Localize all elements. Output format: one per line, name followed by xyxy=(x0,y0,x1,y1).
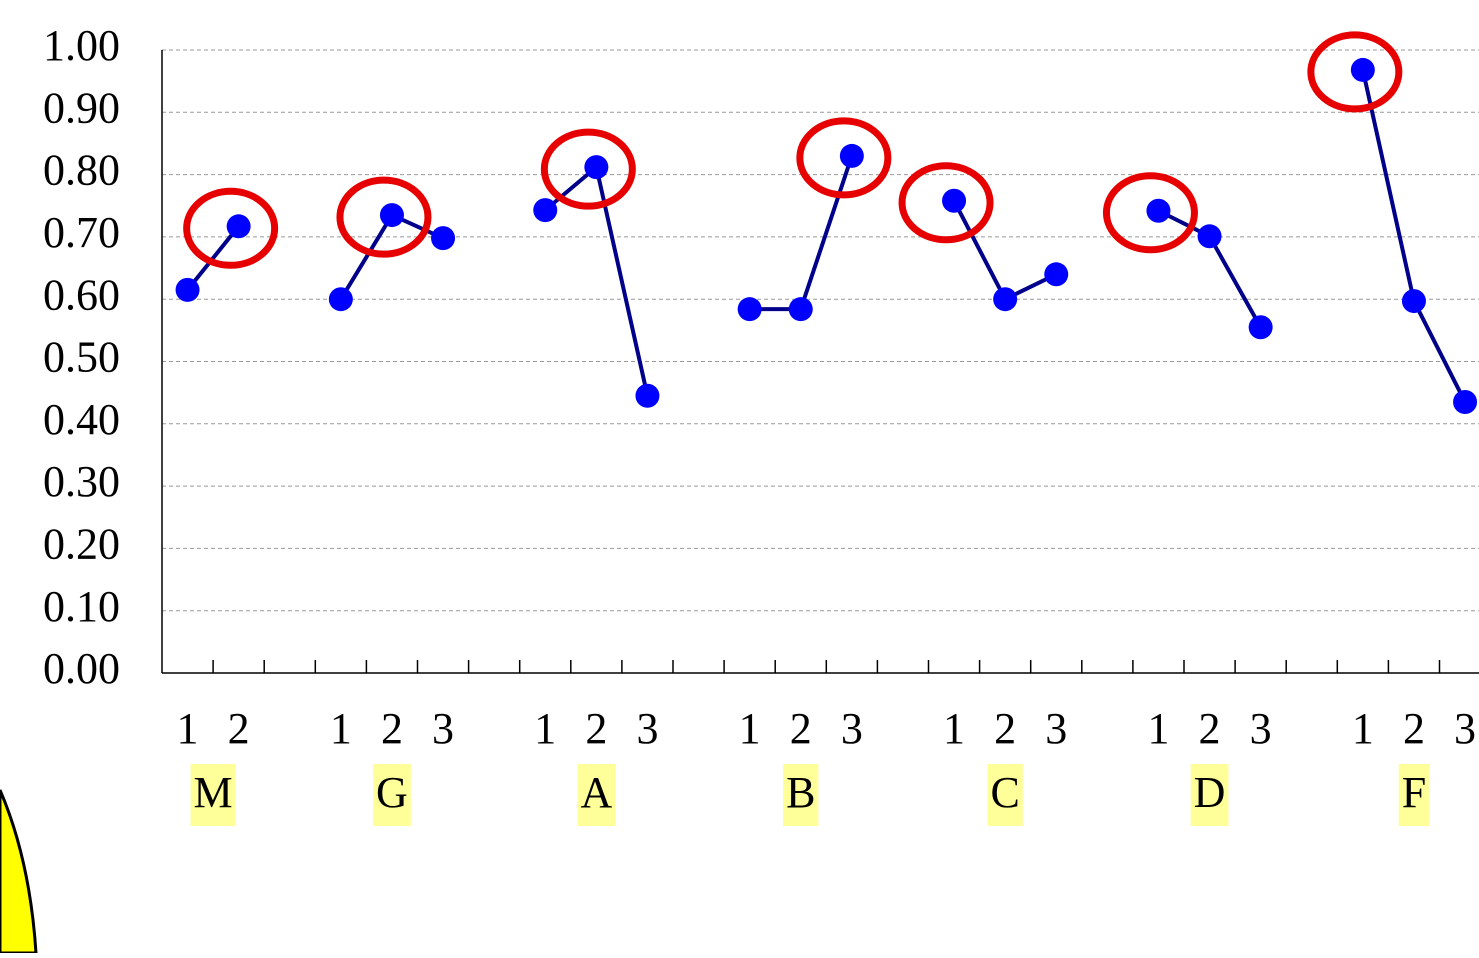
group-label: C xyxy=(990,768,1019,817)
point xyxy=(329,287,353,311)
level-label: 1 xyxy=(1352,704,1374,753)
level-label: 3 xyxy=(636,704,658,753)
level-label: 2 xyxy=(1403,704,1425,753)
point xyxy=(1402,289,1426,313)
point xyxy=(1146,199,1170,223)
point xyxy=(993,287,1017,311)
point xyxy=(1249,315,1273,339)
group-label: F xyxy=(1402,768,1426,817)
chart: 0.00 0.10 0.20 0.30 0.40 0.50 0.60 0.70 0.80 0.90… xyxy=(0,0,1479,953)
y-tick-label: 0.10 xyxy=(43,582,120,631)
level-label: 3 xyxy=(841,704,863,753)
point xyxy=(738,297,762,321)
level-label: 1 xyxy=(943,704,965,753)
y-tick-label: 0.00 xyxy=(43,644,120,693)
y-tick-label: 0.40 xyxy=(43,395,120,444)
group-label: D xyxy=(1194,768,1226,817)
point xyxy=(635,384,659,408)
point xyxy=(789,297,813,321)
level-label: 3 xyxy=(1045,704,1067,753)
level-label: 1 xyxy=(330,704,352,753)
level-label: 3 xyxy=(432,704,454,753)
level-label: 3 xyxy=(1454,704,1476,753)
level-label: 2 xyxy=(228,704,250,753)
point xyxy=(431,226,455,250)
point xyxy=(1351,58,1375,82)
point xyxy=(1453,390,1477,414)
level-label: 1 xyxy=(534,704,556,753)
group-label: A xyxy=(580,768,612,817)
group-label: M xyxy=(194,768,233,817)
level-label: 3 xyxy=(1250,704,1272,753)
point xyxy=(227,214,251,238)
point xyxy=(584,155,608,179)
y-tick-label: 0.70 xyxy=(43,208,120,257)
group-label: B xyxy=(786,768,815,817)
y-tick-label: 0.90 xyxy=(43,83,120,132)
point xyxy=(942,189,966,213)
point xyxy=(1198,224,1222,248)
level-label: 1 xyxy=(177,704,199,753)
point xyxy=(380,203,404,227)
series-line xyxy=(188,226,239,290)
group-label: G xyxy=(376,768,408,817)
y-tick-label: 0.20 xyxy=(43,519,120,568)
level-label: 1 xyxy=(1147,704,1169,753)
series-line xyxy=(750,156,852,309)
y-tick-label: 0.80 xyxy=(43,146,120,195)
point xyxy=(176,278,200,302)
point xyxy=(840,144,864,168)
level-label: 2 xyxy=(790,704,812,753)
series-line xyxy=(1363,70,1465,402)
decoration xyxy=(0,790,36,953)
y-tick-label: 0.60 xyxy=(43,270,120,319)
point xyxy=(533,198,557,222)
level-label: 1 xyxy=(739,704,761,753)
level-label: 2 xyxy=(994,704,1016,753)
series-line xyxy=(954,201,1056,299)
level-label: 2 xyxy=(1199,704,1221,753)
y-tick-label: 1.00 xyxy=(43,21,120,70)
y-tick-label: 0.30 xyxy=(43,457,120,506)
point xyxy=(1044,262,1068,286)
y-tick-label: 0.50 xyxy=(43,333,120,382)
level-label: 2 xyxy=(381,704,403,753)
page: {"chart_data": {"type": "line", "groups"… xyxy=(0,0,1479,953)
level-label: 2 xyxy=(585,704,607,753)
